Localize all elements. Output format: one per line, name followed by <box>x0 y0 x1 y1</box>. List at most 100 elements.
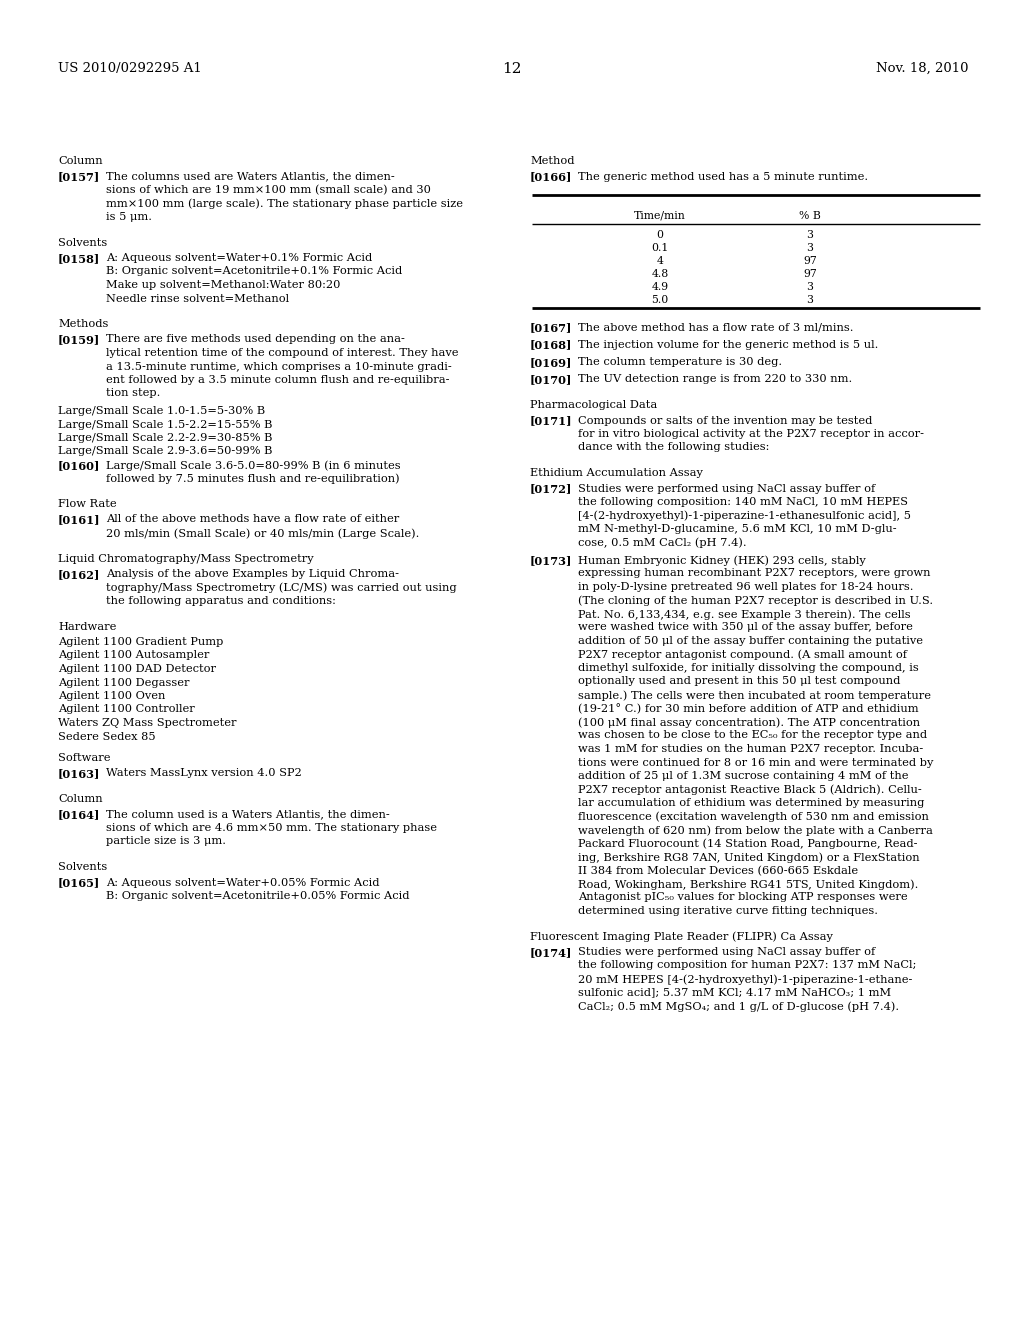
Text: 0.1: 0.1 <box>651 243 669 253</box>
Text: 12: 12 <box>502 62 522 77</box>
Text: [0162]: [0162] <box>58 569 100 579</box>
Text: wavelength of 620 nm) from below the plate with a Canberra: wavelength of 620 nm) from below the pla… <box>578 825 933 836</box>
Text: A: Aqueous solvent=Water+0.05% Formic Acid: A: Aqueous solvent=Water+0.05% Formic Ac… <box>106 878 380 887</box>
Text: Time/min: Time/min <box>634 211 686 220</box>
Text: Antagonist pIC₅₀ values for blocking ATP responses were: Antagonist pIC₅₀ values for blocking ATP… <box>578 892 907 903</box>
Text: addition of 50 μl of the assay buffer containing the putative: addition of 50 μl of the assay buffer co… <box>578 636 923 645</box>
Text: is 5 μm.: is 5 μm. <box>106 213 152 222</box>
Text: [0157]: [0157] <box>58 172 100 182</box>
Text: Pat. No. 6,133,434, e.g. see Example 3 therein). The cells: Pat. No. 6,133,434, e.g. see Example 3 t… <box>578 609 910 619</box>
Text: Make up solvent=Methanol:Water 80:20: Make up solvent=Methanol:Water 80:20 <box>106 280 340 290</box>
Text: There are five methods used depending on the ana-: There are five methods used depending on… <box>106 334 404 345</box>
Text: Waters ZQ Mass Spectrometer: Waters ZQ Mass Spectrometer <box>58 718 237 729</box>
Text: II 384 from Molecular Devices (660-665 Eskdale: II 384 from Molecular Devices (660-665 E… <box>578 866 858 875</box>
Text: sions of which are 4.6 mm×50 mm. The stationary phase: sions of which are 4.6 mm×50 mm. The sta… <box>106 822 437 833</box>
Text: Hardware: Hardware <box>58 622 117 631</box>
Text: [0160]: [0160] <box>58 459 100 471</box>
Text: Methods: Methods <box>58 319 109 329</box>
Text: the following composition: 140 mM NaCl, 10 mM HEPES: the following composition: 140 mM NaCl, … <box>578 498 908 507</box>
Text: Pharmacological Data: Pharmacological Data <box>530 400 657 411</box>
Text: 20 mM HEPES [4-(2-hydroxyethyl)-1-piperazine-1-ethane-: 20 mM HEPES [4-(2-hydroxyethyl)-1-pipera… <box>578 974 912 985</box>
Text: Flow Rate: Flow Rate <box>58 499 117 510</box>
Text: [0158]: [0158] <box>58 253 100 264</box>
Text: [0164]: [0164] <box>58 809 100 821</box>
Text: lytical retention time of the compound of interest. They have: lytical retention time of the compound o… <box>106 348 459 358</box>
Text: Agilent 1100 DAD Detector: Agilent 1100 DAD Detector <box>58 664 216 675</box>
Text: particle size is 3 μm.: particle size is 3 μm. <box>106 837 226 846</box>
Text: Large/Small Scale 2.2-2.9=30-85% B: Large/Small Scale 2.2-2.9=30-85% B <box>58 433 272 444</box>
Text: P2X7 receptor antagonist Reactive Black 5 (Aldrich). Cellu-: P2X7 receptor antagonist Reactive Black … <box>578 784 922 795</box>
Text: Human Embryonic Kidney (HEK) 293 cells, stably: Human Embryonic Kidney (HEK) 293 cells, … <box>578 554 865 565</box>
Text: Liquid Chromatography/Mass Spectrometry: Liquid Chromatography/Mass Spectrometry <box>58 553 313 564</box>
Text: [0163]: [0163] <box>58 768 100 780</box>
Text: addition of 25 μl of 1.3M sucrose containing 4 mM of the: addition of 25 μl of 1.3M sucrose contai… <box>578 771 908 781</box>
Text: 5.0: 5.0 <box>651 294 669 305</box>
Text: 3: 3 <box>807 282 813 292</box>
Text: Large/Small Scale 1.5-2.2=15-55% B: Large/Small Scale 1.5-2.2=15-55% B <box>58 420 272 429</box>
Text: Large/Small Scale 3.6-5.0=80-99% B (in 6 minutes: Large/Small Scale 3.6-5.0=80-99% B (in 6… <box>106 459 400 470</box>
Text: 4.9: 4.9 <box>651 282 669 292</box>
Text: 3: 3 <box>807 294 813 305</box>
Text: (The cloning of the human P2X7 receptor is described in U.S.: (The cloning of the human P2X7 receptor … <box>578 595 933 606</box>
Text: [0166]: [0166] <box>530 172 572 182</box>
Text: expressing human recombinant P2X7 receptors, were grown: expressing human recombinant P2X7 recept… <box>578 569 931 578</box>
Text: The UV detection range is from 220 to 330 nm.: The UV detection range is from 220 to 33… <box>578 375 852 384</box>
Text: 97: 97 <box>803 269 817 279</box>
Text: for in vitro biological activity at the P2X7 receptor in accor-: for in vitro biological activity at the … <box>578 429 924 440</box>
Text: Studies were performed using NaCl assay buffer of: Studies were performed using NaCl assay … <box>578 946 876 957</box>
Text: A: Aqueous solvent=Water+0.1% Formic Acid: A: Aqueous solvent=Water+0.1% Formic Aci… <box>106 253 373 263</box>
Text: [0159]: [0159] <box>58 334 100 346</box>
Text: sulfonic acid]; 5.37 mM KCl; 4.17 mM NaHCO₃; 1 mM: sulfonic acid]; 5.37 mM KCl; 4.17 mM NaH… <box>578 987 891 998</box>
Text: Column: Column <box>58 156 102 166</box>
Text: Agilent 1100 Degasser: Agilent 1100 Degasser <box>58 677 189 688</box>
Text: ent followed by a 3.5 minute column flush and re-equilibra-: ent followed by a 3.5 minute column flus… <box>106 375 450 385</box>
Text: tography/Mass Spectrometry (LC/MS) was carried out using: tography/Mass Spectrometry (LC/MS) was c… <box>106 582 457 593</box>
Text: a 13.5-minute runtime, which comprises a 10-minute gradi-: a 13.5-minute runtime, which comprises a… <box>106 362 452 371</box>
Text: the following apparatus and conditions:: the following apparatus and conditions: <box>106 597 336 606</box>
Text: 4.8: 4.8 <box>651 269 669 279</box>
Text: The generic method used has a 5 minute runtime.: The generic method used has a 5 minute r… <box>578 172 868 181</box>
Text: The column used is a Waters Atlantis, the dimen-: The column used is a Waters Atlantis, th… <box>106 809 390 820</box>
Text: tion step.: tion step. <box>106 388 161 399</box>
Text: Agilent 1100 Gradient Pump: Agilent 1100 Gradient Pump <box>58 638 223 647</box>
Text: Agilent 1100 Autosampler: Agilent 1100 Autosampler <box>58 651 209 660</box>
Text: 3: 3 <box>807 243 813 253</box>
Text: Analysis of the above Examples by Liquid Chroma-: Analysis of the above Examples by Liquid… <box>106 569 399 579</box>
Text: US 2010/0292295 A1: US 2010/0292295 A1 <box>58 62 202 75</box>
Text: Software: Software <box>58 752 111 763</box>
Text: Needle rinse solvent=Methanol: Needle rinse solvent=Methanol <box>106 293 289 304</box>
Text: fluorescence (excitation wavelength of 530 nm and emission: fluorescence (excitation wavelength of 5… <box>578 812 929 822</box>
Text: [0167]: [0167] <box>530 322 572 333</box>
Text: The above method has a flow rate of 3 ml/mins.: The above method has a flow rate of 3 ml… <box>578 322 853 333</box>
Text: determined using iterative curve fitting techniques.: determined using iterative curve fitting… <box>578 906 878 916</box>
Text: [0172]: [0172] <box>530 483 572 495</box>
Text: B: Organic solvent=Acetonitrile+0.05% Formic Acid: B: Organic solvent=Acetonitrile+0.05% Fo… <box>106 891 410 902</box>
Text: dance with the following studies:: dance with the following studies: <box>578 442 769 453</box>
Text: [0161]: [0161] <box>58 515 100 525</box>
Text: Method: Method <box>530 156 574 166</box>
Text: [0169]: [0169] <box>530 356 572 368</box>
Text: was 1 mM for studies on the human P2X7 receptor. Incuba-: was 1 mM for studies on the human P2X7 r… <box>578 744 924 754</box>
Text: sions of which are 19 mm×100 mm (small scale) and 30: sions of which are 19 mm×100 mm (small s… <box>106 185 431 195</box>
Text: [0170]: [0170] <box>530 375 572 385</box>
Text: Packard Fluorocount (14 Station Road, Pangbourne, Read-: Packard Fluorocount (14 Station Road, Pa… <box>578 838 918 849</box>
Text: followed by 7.5 minutes flush and re-equilibration): followed by 7.5 minutes flush and re-equ… <box>106 474 399 484</box>
Text: 3: 3 <box>807 230 813 240</box>
Text: Nov. 18, 2010: Nov. 18, 2010 <box>876 62 968 75</box>
Text: (100 μM final assay concentration). The ATP concentration: (100 μM final assay concentration). The … <box>578 717 921 727</box>
Text: The column temperature is 30 deg.: The column temperature is 30 deg. <box>578 356 782 367</box>
Text: 97: 97 <box>803 256 817 267</box>
Text: the following composition for human P2X7: 137 mM NaCl;: the following composition for human P2X7… <box>578 961 916 970</box>
Text: Sedere Sedex 85: Sedere Sedex 85 <box>58 731 156 742</box>
Text: Studies were performed using NaCl assay buffer of: Studies were performed using NaCl assay … <box>578 483 876 494</box>
Text: optionally used and present in this 50 μl test compound: optionally used and present in this 50 μ… <box>578 676 900 686</box>
Text: All of the above methods have a flow rate of either: All of the above methods have a flow rat… <box>106 515 399 524</box>
Text: [0165]: [0165] <box>58 878 100 888</box>
Text: tions were continued for 8 or 16 min and were terminated by: tions were continued for 8 or 16 min and… <box>578 758 933 767</box>
Text: in poly-D-lysine pretreated 96 well plates for 18-24 hours.: in poly-D-lysine pretreated 96 well plat… <box>578 582 913 591</box>
Text: sample.) The cells were then incubated at room temperature: sample.) The cells were then incubated a… <box>578 690 931 701</box>
Text: Large/Small Scale 2.9-3.6=50-99% B: Large/Small Scale 2.9-3.6=50-99% B <box>58 446 272 457</box>
Text: P2X7 receptor antagonist compound. (A small amount of: P2X7 receptor antagonist compound. (A sm… <box>578 649 907 660</box>
Text: Ethidium Accumulation Assay: Ethidium Accumulation Assay <box>530 469 702 478</box>
Text: were washed twice with 350 μl of the assay buffer, before: were washed twice with 350 μl of the ass… <box>578 623 912 632</box>
